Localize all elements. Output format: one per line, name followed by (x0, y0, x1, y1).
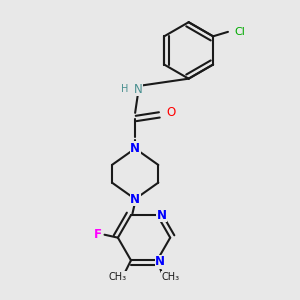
Text: CH₃: CH₃ (109, 272, 127, 282)
Text: N: N (134, 82, 142, 96)
Text: H: H (121, 84, 128, 94)
Text: F: F (94, 228, 102, 241)
Text: Cl: Cl (234, 27, 245, 37)
Text: N: N (155, 255, 165, 268)
Text: CH₃: CH₃ (161, 272, 180, 282)
Text: N: N (130, 142, 140, 155)
Text: O: O (166, 106, 176, 119)
Text: N: N (157, 208, 166, 221)
Text: N: N (130, 193, 140, 206)
